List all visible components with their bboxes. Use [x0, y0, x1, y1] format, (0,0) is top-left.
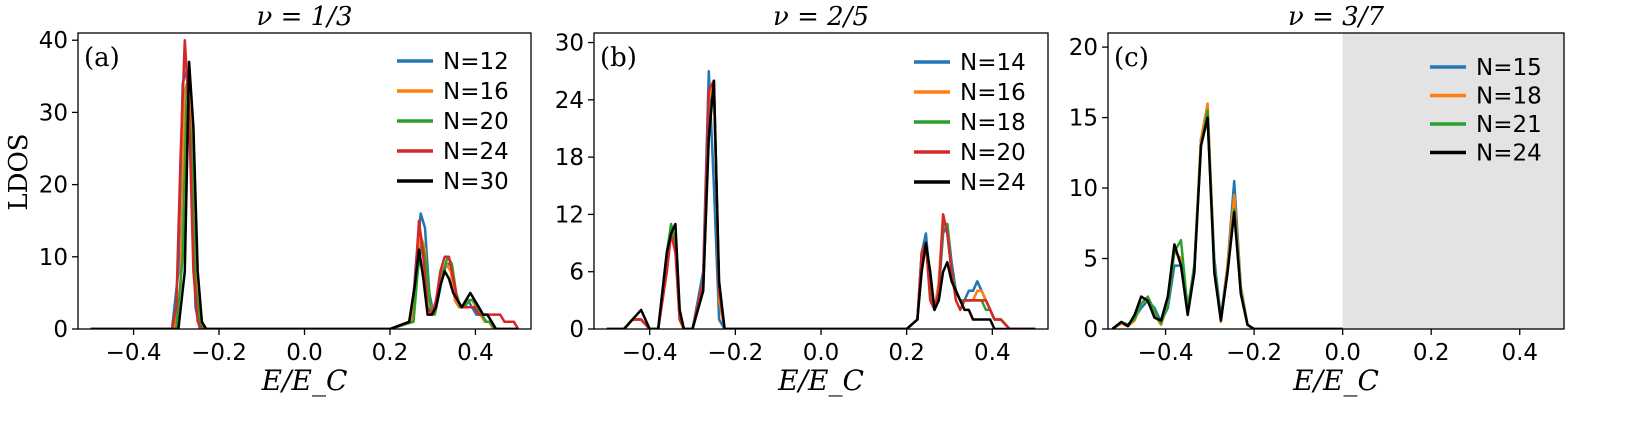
y-tick-label: 6 [569, 260, 584, 286]
legend-entry: N=18 [1476, 84, 1542, 110]
legend-entry: N=16 [443, 79, 509, 105]
x-axis-label: E/E_C [777, 364, 864, 397]
x-tick-label: 0.0 [1324, 340, 1361, 366]
panel-title: ν = 1/3 [257, 2, 353, 32]
legend-entry: N=21 [1476, 112, 1542, 138]
y-tick-label: 20 [1069, 35, 1098, 61]
panel-1: −0.4 −0.2 0.0 0.2 0.4 0 10 20 30 40 ν = 1/3 (a) E/E_… [39, 2, 532, 397]
y-tick-label: 15 [1069, 106, 1098, 132]
series-lines [606, 69, 1036, 329]
legend-entry: N=24 [443, 139, 509, 165]
legend: N=15 N=18N=21 N=24 [1430, 55, 1542, 167]
y-tick-label: 5 [1083, 247, 1098, 273]
series-line-N=20 [606, 79, 1036, 329]
series-line-N=30 [90, 60, 519, 329]
x-tick-label: −0.2 [707, 340, 763, 366]
y-tick-label: 0 [569, 317, 584, 343]
panel-label: (b) [600, 43, 637, 73]
x-axis-label: E/E_C [261, 364, 348, 397]
panel-title: ν = 3/7 [1288, 2, 1384, 32]
y-tick-label: 18 [555, 145, 584, 171]
figure-ylabel: LDOS [4, 133, 34, 210]
x-tick-label: 0.2 [888, 340, 925, 366]
shaded-region [1342, 33, 1564, 329]
series-line-N=18 [1111, 102, 1343, 329]
x-tick-label: −0.4 [106, 340, 162, 366]
legend-entry: N=18 [960, 110, 1026, 136]
panel-label: (c) [1114, 43, 1149, 73]
legend-entry: N=20 [960, 140, 1026, 166]
panel-label: (a) [84, 43, 120, 73]
y-tick-label: 10 [1069, 176, 1098, 202]
axes-frame [1107, 32, 1565, 330]
y-tick-label: 0 [1083, 317, 1098, 343]
legend-entry: N=12 [443, 49, 509, 75]
legend-entry: N=16 [960, 80, 1026, 106]
x-axis-label: E/E_C [1292, 364, 1379, 397]
y-tick-label: 40 [39, 28, 68, 54]
y-tick-label: 20 [39, 173, 68, 199]
series-line-N=24 [90, 38, 520, 329]
x-tick-label: 0.2 [372, 340, 409, 366]
x-tick-label: −0.2 [191, 340, 247, 366]
x-tick-label: −0.4 [1138, 340, 1194, 366]
legend-entry: N=15 [1476, 55, 1542, 81]
x-tick-label: 0.0 [286, 340, 323, 366]
legend-entry: N=24 [960, 170, 1026, 196]
x-tick-label: 0.4 [457, 340, 494, 366]
x-tick-label: 0.4 [1501, 340, 1538, 366]
panel-2: −0.4 −0.2 0.0 0.2 0.4 0 6 12 18 24 30 ν = 2/5 (b) E/E… [555, 2, 1049, 397]
x-tick-label: 0.0 [803, 340, 840, 366]
legend-entry: N=24 [1476, 141, 1542, 167]
legend-entry: N=30 [443, 169, 509, 195]
panel-3: −0.4 −0.2 0.0 0.2 0.4 0 5 10 15 20 ν = 3/7 (c) E/E_C… [1069, 2, 1565, 397]
y-tick-label: 30 [39, 100, 68, 126]
legend-entry: N=20 [443, 109, 509, 135]
x-tick-label: 0.4 [974, 340, 1011, 366]
series-line-N=24 [1111, 116, 1343, 329]
y-tick-label: 10 [39, 245, 68, 271]
y-tick-label: 24 [555, 88, 584, 114]
y-tick-label: 12 [555, 202, 584, 228]
panel-title: ν = 2/5 [773, 2, 869, 32]
x-tick-label: −0.4 [622, 340, 678, 366]
x-tick-label: 0.2 [1413, 340, 1450, 366]
legend: N=12 N=16 N=20 N=24 N=30 [397, 49, 509, 195]
series-line-N=24 [606, 79, 1036, 329]
series-lines [90, 38, 520, 329]
series-line-N=21 [1111, 109, 1343, 329]
y-tick-label: 0 [53, 317, 68, 343]
legend: N=14 N=16 N=18 N=20 N=24 [914, 50, 1026, 196]
series-lines [1111, 102, 1343, 329]
y-tick-label: 30 [555, 31, 584, 57]
x-tick-label: −0.2 [1226, 340, 1282, 366]
legend-entry: N=14 [960, 50, 1026, 76]
panels: −0.4 −0.2 0.0 0.2 0.4 0 10 20 30 40 ν = 1/3 (a) E/E_… [39, 2, 1565, 397]
